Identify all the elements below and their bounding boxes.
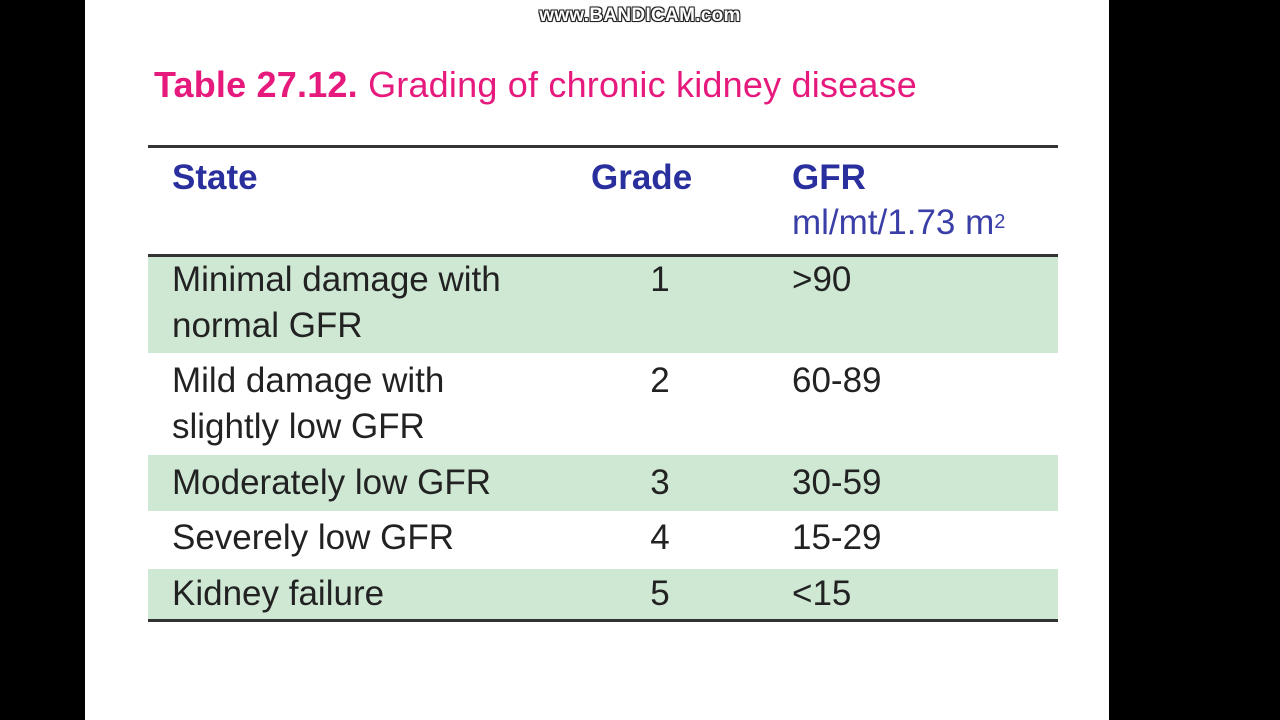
row-gfr: 30-59 — [792, 463, 882, 502]
gfr-unit-superscript: 2 — [994, 211, 1006, 233]
header-state: State — [172, 158, 258, 197]
table-row: Minimal damage with normal GFR 1 >90 — [148, 257, 1058, 353]
row-state-line1: Mild damage with — [172, 361, 445, 400]
row-gfr: 15-29 — [792, 518, 882, 557]
row-gfr: >90 — [792, 260, 852, 299]
header-gfr: GFR — [792, 158, 866, 197]
table-row: Kidney failure 5 <15 — [148, 569, 1058, 619]
header-grade: Grade — [591, 158, 693, 197]
bottom-rule — [148, 619, 1058, 622]
row-state-line2: slightly low GFR — [172, 407, 425, 446]
table-number: Table 27.12. — [154, 64, 358, 105]
row-gfr: <15 — [792, 574, 852, 613]
table-title: Table 27.12. Grading of chronic kidney d… — [154, 64, 917, 106]
table-row: Mild damage with slightly low GFR 2 60-8… — [148, 353, 1058, 455]
top-rule — [148, 145, 1058, 148]
row-state-line1: Minimal damage with — [172, 260, 501, 299]
row-state-line2: normal GFR — [172, 306, 363, 345]
row-state-line1: Moderately low GFR — [172, 463, 491, 502]
row-grade: 3 — [650, 463, 670, 502]
ckd-grading-table: State Grade GFR ml/mt/1.73 m2 Minimal da… — [148, 145, 1058, 623]
header-rule — [148, 254, 1058, 257]
table-row: Moderately low GFR 3 30-59 — [148, 455, 1058, 511]
table-row: Severely low GFR 4 15-29 — [148, 511, 1058, 569]
row-state-line1: Severely low GFR — [172, 518, 455, 557]
gfr-unit-text: ml/mt/1.73 m — [792, 203, 995, 242]
header-gfr-unit: ml/mt/1.73 m2 — [792, 200, 1005, 251]
row-grade: 5 — [650, 574, 670, 613]
watermark: www.BANDICAM.com — [539, 5, 741, 26]
row-grade: 4 — [650, 518, 670, 557]
table-caption: Grading of chronic kidney disease — [368, 64, 917, 105]
row-grade: 1 — [650, 260, 670, 299]
row-state-line1: Kidney failure — [172, 574, 385, 613]
row-grade: 2 — [650, 361, 670, 400]
row-gfr: 60-89 — [792, 361, 882, 400]
